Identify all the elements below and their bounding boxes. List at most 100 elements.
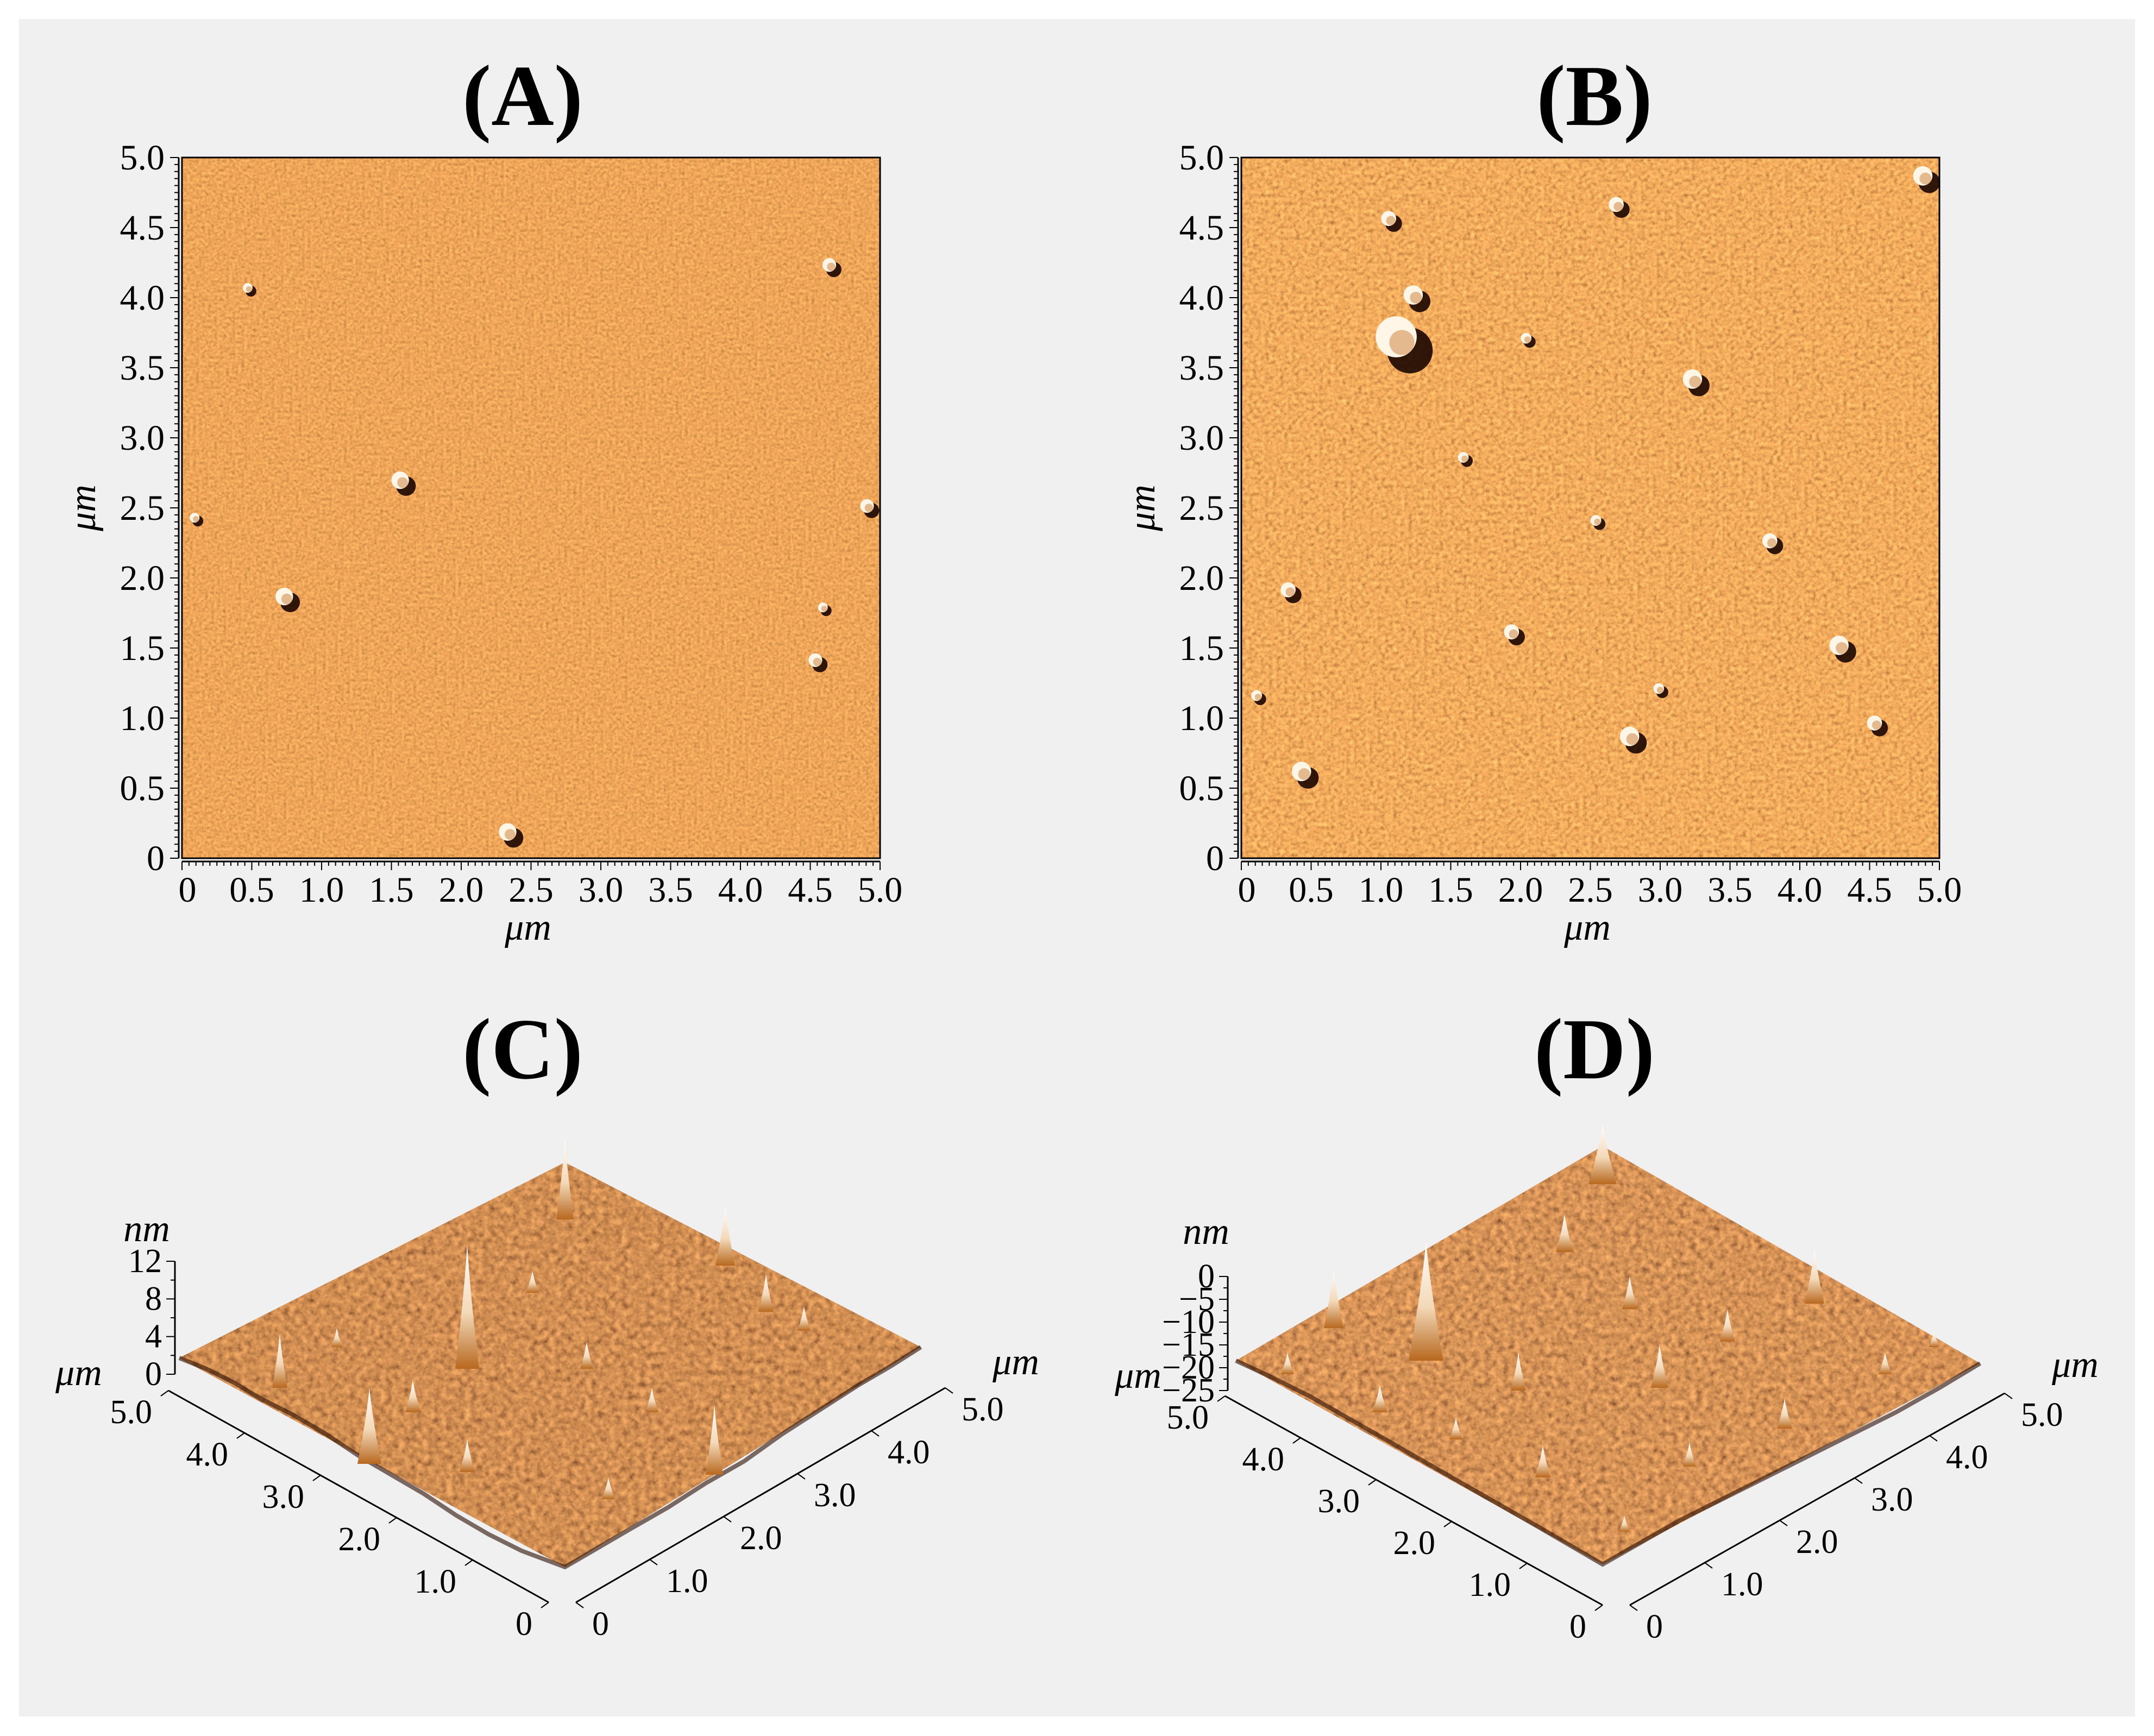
panel-b-x-tick-label: 1.0 [1359, 870, 1404, 910]
panel-a-x-tick-label: 4.0 [718, 870, 763, 910]
panel-a-surface-feature [242, 283, 256, 297]
panel-b-surface-feature [1403, 285, 1430, 312]
panel-c-left-axis-label: μm [55, 1352, 102, 1394]
panel-a-y-tick-label: 2.5 [120, 488, 165, 528]
panel-a-y-tick-label: 4.5 [120, 208, 165, 248]
panel-a: (A) 0 0.5 1.0 1.5 2.0 2.5 3.0 3.5 4.0 4.5 5.0 0 0.5… [62, 47, 902, 948]
panel-c-height-peak [758, 1274, 774, 1312]
panel-b-x-tick-label: 1.5 [1428, 870, 1473, 910]
panel-c-height-peak [455, 1244, 479, 1369]
panel-a-x-tick-label: 5.0 [858, 870, 903, 910]
panel-b-y-axis-label: μm [1121, 485, 1163, 532]
panel-c-right-tick-label: 3.0 [814, 1477, 856, 1514]
panel-b-x-axis: 0 0.5 1.0 1.5 2.0 2.5 3.0 3.5 4.0 4.5 5.0 [1238, 860, 1962, 910]
panel-d-height-peak [1683, 1442, 1696, 1467]
panel-b-y-tick-label: 5.0 [1179, 138, 1224, 178]
panel-b-surface-feature [1376, 316, 1433, 374]
panel-a-y-tick-label: 0 [147, 839, 165, 878]
panel-b-surface-feature [1458, 452, 1473, 467]
panel-b-surface-feature [1653, 683, 1668, 699]
panel-a-surface-feature [190, 513, 204, 527]
panel-c-title: (C) [462, 1001, 583, 1097]
panel-c-height-peak [460, 1439, 475, 1472]
panel-b-surface-feature [1381, 211, 1402, 232]
panel-b-x-tick-label: 4.0 [1778, 870, 1823, 910]
panel-a-x-tick-label: 4.5 [788, 870, 833, 910]
panel-b-surface-features [1251, 166, 1939, 789]
panel-d-height-peaks [1281, 1124, 1939, 1532]
panel-d-height-peak [1511, 1353, 1526, 1391]
panel-c-z-tick-label: 12 [128, 1243, 162, 1280]
panel-d-right-tick-label: 2.0 [1796, 1524, 1838, 1561]
panel-b-x-tick-label: 5.0 [1917, 870, 1962, 910]
panel-a-y-axis: 0 0.5 1.0 1.5 2.0 2.5 3.0 3.5 4.0 4.5 5.0 [120, 138, 180, 878]
panel-a-surface-feature [275, 588, 300, 612]
panel-d-z-tick-label: −20 [1162, 1349, 1215, 1386]
panel-b-afm-map [1241, 158, 1939, 858]
panel-d-left-tick-label: 3.0 [1318, 1483, 1360, 1520]
panel-c-z-tick-label: 4 [145, 1318, 162, 1355]
panel-d-right-tick-label: 1.0 [1721, 1566, 1763, 1603]
panel-d-z-tick-label: −10 [1162, 1304, 1215, 1341]
panel-d-height-peak [1535, 1445, 1550, 1477]
panel-c-left-tick-label: 2.0 [338, 1521, 381, 1558]
panel-b-x-tick-label: 3.5 [1707, 870, 1753, 910]
panel-a-y-tick-label: 1.0 [120, 699, 165, 738]
panel-a-x-tick-label: 3.5 [648, 870, 693, 910]
panel-a-surface-feature [499, 823, 524, 848]
panel-d-right-tick-label: 0 [1646, 1608, 1663, 1645]
panel-b-y-tick-label: 2.5 [1179, 488, 1224, 528]
panel-b-y-tick-label: 4.5 [1179, 208, 1224, 248]
panel-b-surface-feature [1280, 582, 1302, 603]
panel-b-x-tick-label: 4.5 [1847, 870, 1892, 910]
panel-c-z-tick-label: 8 [145, 1280, 162, 1317]
panel-a-surface-feature [860, 499, 880, 518]
panel-b-x-tick-label: 0 [1238, 870, 1256, 910]
panel-c-right-tick-label: 1.0 [666, 1563, 708, 1600]
panel-c-height-peak [272, 1334, 287, 1388]
panel-d-right-axis: 0 1.0 2.0 3.0 4.0 5.0 [1629, 1392, 2063, 1645]
panel-d-height-peak [1879, 1353, 1892, 1374]
panel-b-x-tick-label: 0.5 [1289, 870, 1334, 910]
panel-c-right-axis: 0 1.0 2.0 3.0 4.0 5.0 [575, 1387, 1004, 1643]
panel-b-map-frame [1240, 156, 1941, 859]
panel-b-surface-feature [1762, 533, 1784, 555]
panel-a-surface-features [190, 258, 880, 848]
panel-b: (B) 0 0.5 1.0 1.5 2.0 2.5 3.0 3.5 4.0 4.5 5.0 0 0.5… [1121, 47, 1962, 948]
panel-b-y-tick-label: 1.0 [1179, 699, 1224, 738]
panel-a-y-tick-label: 3.0 [120, 418, 165, 458]
panel-a-x-tick-label: 3.0 [579, 870, 624, 910]
panel-b-x-tick-label: 2.0 [1498, 870, 1543, 910]
panel-b-y-tick-label: 2.0 [1179, 558, 1224, 598]
panel-b-y-tick-label: 0 [1206, 839, 1224, 878]
panel-c-left-tick-label: 5.0 [110, 1394, 153, 1431]
panel-a-surface-feature [818, 602, 832, 617]
panel-a-x-tick-label: 1.5 [369, 870, 414, 910]
panel-b-x-tick-label: 2.5 [1568, 870, 1613, 910]
panel-c-left-tick-label: 4.0 [186, 1436, 229, 1473]
panel-b-surface-feature [1521, 332, 1536, 348]
panel-b-x-axis-label: μm [1563, 907, 1611, 948]
panel-b-surface-feature [1682, 369, 1710, 397]
panel-b-surface-feature [1504, 624, 1525, 645]
panel-a-x-axis-label: μm [504, 907, 551, 948]
panel-c-right-tick-label: 0 [592, 1606, 609, 1643]
panel-a-y-tick-label: 2.0 [120, 558, 165, 598]
panel-d-right-tick-label: 5.0 [2021, 1397, 2063, 1433]
panel-b-y-axis: 0 0.5 1.0 1.5 2.0 2.5 3.0 3.5 4.0 4.5 5.0 [1179, 138, 1239, 878]
panel-d-height-peak [1651, 1344, 1668, 1388]
panel-c-left-axis: 5.0 4.0 3.0 2.0 1.0 0 [110, 1389, 549, 1643]
panel-a-y-tick-label: 1.5 [120, 628, 165, 668]
panel-a-x-tick-label: 2.0 [439, 870, 484, 910]
panel-d-height-peak [1409, 1241, 1443, 1361]
panel-b-surface-feature [1251, 690, 1266, 706]
panel-a-x-tick-label: 0.5 [229, 870, 274, 910]
panel-c-height-peak [602, 1477, 615, 1499]
panel-d-height-peak [1777, 1399, 1792, 1429]
panel-b-y-tick-label: 3.5 [1179, 348, 1224, 388]
panel-b-surface-feature [1609, 197, 1630, 218]
panel-c-height-peak [526, 1271, 539, 1293]
panel-d-left-tick-label: 4.0 [1242, 1441, 1285, 1478]
